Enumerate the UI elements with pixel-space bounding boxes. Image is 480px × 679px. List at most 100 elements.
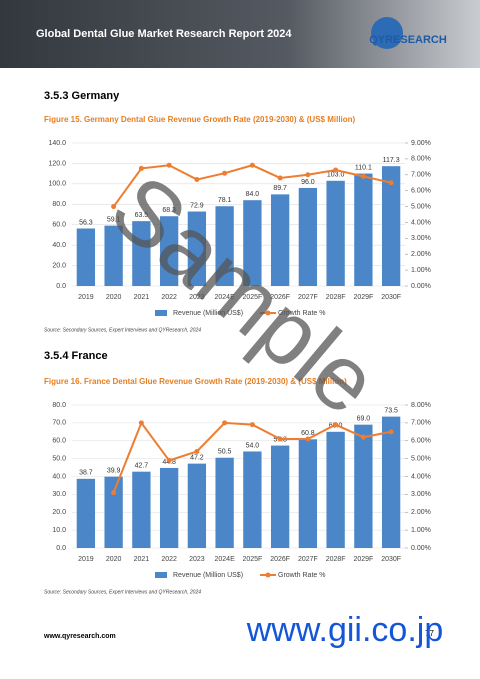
x-tick-label: 2026F — [270, 556, 290, 563]
figure-caption: Figure 15. Germany Dental Glue Revenue G… — [44, 115, 356, 124]
data-label: 60.8 — [301, 430, 315, 437]
y2-tick-label: 1.00% — [411, 267, 431, 274]
data-label: 56.3 — [79, 219, 93, 226]
legend-swatch — [265, 572, 271, 578]
y-tick-label: 80.0 — [52, 402, 66, 409]
y2-tick-label: 5.00% — [411, 455, 431, 462]
data-label: 73.5 — [384, 407, 398, 414]
y-tick-label: 140.0 — [48, 140, 66, 147]
y-tick-label: 20.0 — [52, 262, 66, 269]
y2-tick-label: 2.00% — [411, 251, 431, 258]
legend-label: Revenue (Million US$) — [173, 572, 243, 579]
x-tick-label: 2020 — [106, 294, 122, 301]
x-tick-label: 2028F — [326, 294, 346, 301]
bar — [326, 180, 345, 286]
bar — [243, 200, 262, 286]
x-tick-label: 2021 — [134, 556, 150, 563]
data-label: 117.3 — [383, 157, 400, 164]
y-tick-label: 20.0 — [52, 509, 66, 516]
y-tick-label: 30.0 — [52, 491, 66, 498]
data-label: 72.9 — [190, 202, 204, 209]
bar — [187, 463, 207, 548]
legend-label: Growth Rate % — [278, 310, 325, 317]
y2-tick-label: 4.00% — [411, 219, 431, 226]
y2-tick-label: 1.00% — [411, 527, 431, 534]
data-label: 110.1 — [355, 164, 372, 171]
y-tick-label: 0.0 — [56, 283, 66, 290]
x-tick-label: 2025F — [242, 556, 262, 563]
logo-icon — [371, 17, 403, 49]
source-note: Source: Secondary Sources, Expert Interv… — [44, 589, 201, 595]
x-tick-label: 2021 — [134, 294, 150, 301]
data-label: 54.0 — [246, 442, 260, 449]
growth-point — [249, 162, 255, 168]
data-label: 50.5 — [218, 449, 232, 456]
growth-point — [138, 420, 144, 426]
x-tick-label: 2024E — [215, 294, 236, 301]
growth-point — [194, 177, 200, 183]
y-tick-label: 60.0 — [52, 222, 66, 229]
footer-website: www.qyresearch.com — [43, 633, 116, 640]
x-tick-label: 2029F — [353, 556, 373, 563]
growth-point — [222, 170, 228, 176]
y-tick-label: 120.0 — [48, 160, 66, 167]
bar — [243, 451, 262, 548]
y2-tick-label: 7.00% — [411, 172, 431, 179]
bar — [354, 424, 373, 548]
data-label: 42.7 — [135, 463, 149, 470]
data-label: 59.1 — [107, 216, 121, 223]
bar — [215, 457, 234, 548]
y-tick-label: 80.0 — [52, 201, 66, 208]
y-tick-label: 40.0 — [52, 473, 66, 480]
bar — [298, 439, 318, 548]
x-tick-label: 2028F — [326, 556, 346, 563]
growth-point — [388, 429, 394, 435]
y-tick-label: 40.0 — [52, 242, 66, 249]
growth-point — [111, 490, 117, 496]
data-label: 38.7 — [79, 470, 93, 477]
bar — [76, 478, 96, 548]
bar — [187, 211, 207, 286]
data-label: 39.9 — [107, 468, 121, 475]
y-tick-label: 0.0 — [56, 545, 66, 552]
data-label: 69.0 — [357, 416, 371, 423]
bar — [381, 416, 401, 548]
data-label: 96.0 — [301, 179, 315, 186]
y2-tick-label: 8.00% — [411, 156, 431, 163]
section-heading: 3.5.3 Germany — [44, 90, 120, 102]
data-label: 68.3 — [162, 207, 176, 214]
x-tick-label: 2023 — [189, 556, 205, 563]
bar — [298, 187, 318, 286]
y2-tick-label: 0.00% — [411, 283, 431, 290]
x-tick-label: 2025F — [242, 294, 262, 301]
y2-tick-label: 4.00% — [411, 473, 431, 480]
source-note: Source: Secondary Sources, Expert Interv… — [44, 327, 201, 333]
page-number: 77 — [425, 629, 434, 638]
x-tick-label: 2027F — [298, 556, 318, 563]
growth-point — [277, 175, 283, 181]
y-tick-label: 70.0 — [52, 420, 66, 427]
bar — [381, 166, 401, 286]
y-tick-label: 50.0 — [52, 455, 66, 462]
legend-swatch — [155, 310, 167, 316]
bar — [104, 225, 123, 286]
y2-tick-label: 6.00% — [411, 188, 431, 195]
watermark-stamp: www.gii.co.jp — [246, 611, 444, 649]
x-tick-label: 2020 — [106, 556, 122, 563]
y2-tick-label: 2.00% — [411, 509, 431, 516]
x-tick-label: 2024E — [215, 556, 236, 563]
data-label: 47.2 — [190, 454, 204, 461]
data-label: 84.0 — [246, 191, 260, 198]
y-tick-label: 60.0 — [52, 438, 66, 445]
x-tick-label: 2029F — [353, 294, 373, 301]
x-tick-label: 2023 — [189, 294, 205, 301]
x-tick-label: 2019 — [78, 556, 94, 563]
growth-point — [388, 180, 394, 186]
growth-point — [360, 434, 366, 440]
growth-point — [111, 204, 117, 210]
data-label: 63.5 — [135, 212, 149, 219]
growth-point — [277, 436, 283, 442]
bar — [159, 216, 179, 286]
y2-tick-label: 5.00% — [411, 203, 431, 210]
